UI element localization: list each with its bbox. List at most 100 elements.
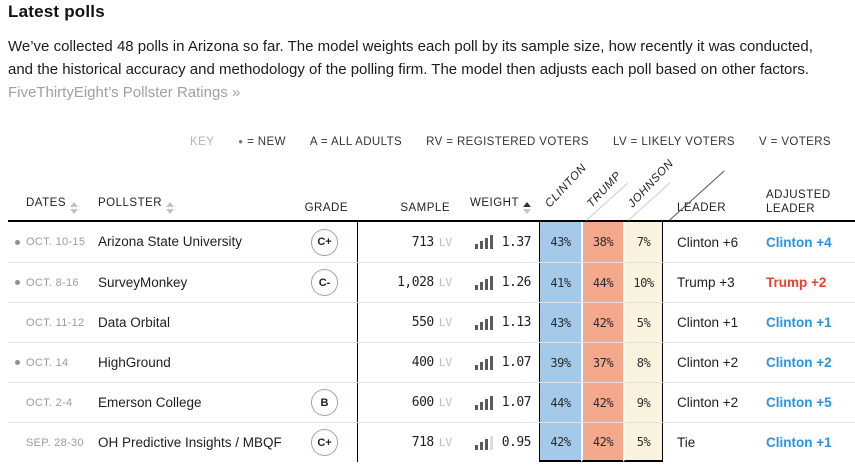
cell-weight: 0.95 <box>464 435 539 450</box>
cell-johnson-pct: 5% <box>623 423 663 462</box>
pollster-ratings-link[interactable]: FiveThirtyEight’s Pollster Ratings » <box>8 84 241 101</box>
weight-bars-icon <box>474 355 493 370</box>
new-dot-icon <box>14 280 20 285</box>
cell-sample: 400 LV <box>411 355 452 370</box>
cell-trump-pct: 42% <box>581 303 623 342</box>
cell-weight: 1.26 <box>464 275 539 290</box>
table-row: OCT. 10-15 Arizona State University C+ 7… <box>8 222 855 262</box>
cell-grade <box>292 343 358 382</box>
key-label: KEY <box>190 136 215 148</box>
weight-bars-icon <box>474 435 493 450</box>
grade-badge: C- <box>311 269 338 296</box>
cell-weight: 1.07 <box>464 355 539 370</box>
key-item: LV = LIKELY VOTERS <box>613 136 735 148</box>
cell-trump-pct: 42% <box>581 423 623 462</box>
cell-weight: 1.07 <box>464 395 539 410</box>
cell-sample: 713 LV <box>411 234 452 250</box>
cell-leader: Clinton +6 <box>677 234 739 250</box>
column-header-sample: SAMPLE <box>400 202 450 214</box>
new-poll-indicator <box>8 239 26 245</box>
table-row: OCT. 8-16 SurveyMonkey C- 1,028 LV 1.26 4… <box>8 262 855 302</box>
cell-sample: 600 LV <box>411 395 452 410</box>
cell-johnson-pct: 9% <box>623 383 663 422</box>
table-row: OCT. 14 HighGround 400 LV 1.07 39% 37% 8%… <box>8 342 855 382</box>
cell-sample: 1,028 LV <box>397 275 452 290</box>
weight-bars-icon <box>474 235 493 249</box>
cell-pollster: Emerson College <box>98 394 202 410</box>
new-dot-icon <box>14 360 20 365</box>
sort-icon-active <box>523 202 531 214</box>
cell-adjusted-leader: Trump +2 <box>766 275 827 290</box>
table-header: DATES POLLSTER GRADE SAMPLE WEIGHT LEADE… <box>8 158 855 222</box>
cell-pollster: SurveyMonkey <box>98 274 188 290</box>
cell-leader: Clinton +2 <box>677 355 739 370</box>
grade-badge: C+ <box>311 228 338 256</box>
new-poll-indicator <box>8 320 26 325</box>
cell-grade: C- <box>292 263 358 302</box>
cell-clinton-pct: 44% <box>539 383 581 422</box>
grade-badge: C+ <box>311 429 338 456</box>
weight-bars-icon <box>474 315 493 330</box>
sort-icon <box>70 202 78 214</box>
cell-clinton-pct: 43% <box>539 222 581 262</box>
column-header-leader: LEADER <box>677 202 727 214</box>
cell-pollster: OH Predictive Insights / MBQF <box>98 434 282 450</box>
cell-pollster: Data Orbital <box>98 314 171 330</box>
page-title: Latest polls <box>8 2 105 21</box>
cell-grade <box>292 303 358 342</box>
new-poll-indicator <box>8 280 26 285</box>
cell-dates: SEP. 28-30 <box>26 436 84 449</box>
intro-text: We’ve collected 48 polls in Arizona so f… <box>8 38 813 78</box>
cell-adjusted-leader: Clinton +4 <box>766 234 832 250</box>
cell-dates: OCT. 8-16 <box>26 276 79 289</box>
cell-dates: OCT. 10-15 <box>26 236 86 248</box>
cell-adjusted-leader: Clinton +1 <box>766 315 832 330</box>
column-header-weight[interactable]: WEIGHT <box>464 197 539 220</box>
key-item: A = ALL ADULTS <box>309 136 403 148</box>
key-item: ● = NEW <box>238 136 286 148</box>
cell-adjusted-leader: Clinton +5 <box>766 395 832 410</box>
cell-adjusted-leader: Clinton +1 <box>766 435 832 450</box>
cell-dates: OCT. 14 <box>26 356 69 369</box>
cell-sample: 718 LV <box>411 435 452 450</box>
cell-dates: OCT. 2-4 <box>26 396 73 409</box>
cell-grade: B <box>292 383 358 422</box>
legend-key: KEY ● = NEW A = ALL ADULTS RV = REGISTERED… <box>8 136 855 148</box>
table-row: SEP. 28-30 OH Predictive Insights / MBQF… <box>8 422 855 462</box>
candidate-header-clinton: CLINTON <box>543 161 590 210</box>
new-poll-indicator <box>8 400 26 405</box>
cell-pollster: Arizona State University <box>98 234 243 249</box>
new-poll-indicator <box>8 440 26 445</box>
cell-grade: C+ <box>292 222 358 262</box>
cell-pollster: HighGround <box>98 354 171 370</box>
cell-leader: Clinton +1 <box>677 315 739 330</box>
cell-trump-pct: 38% <box>581 222 623 262</box>
cell-sample: 550 LV <box>411 315 452 330</box>
poll-rows: OCT. 10-15 Arizona State University C+ 7… <box>8 222 855 462</box>
cell-grade: C+ <box>292 423 358 462</box>
cell-clinton-pct: 41% <box>539 263 581 302</box>
key-item: V = VOTERS <box>758 136 831 148</box>
new-dot-icon <box>14 239 20 245</box>
cell-leader: Trump +3 <box>677 275 735 290</box>
cell-weight: 1.13 <box>464 315 539 330</box>
weight-bars-icon <box>474 275 493 290</box>
cell-adjusted-leader: Clinton +2 <box>766 355 832 370</box>
cell-trump-pct: 42% <box>581 383 623 422</box>
cell-clinton-pct: 43% <box>539 303 581 342</box>
column-header-pollster[interactable]: POLLSTER <box>98 197 292 220</box>
cell-johnson-pct: 10% <box>623 263 663 302</box>
key-item: RV = REGISTERED VOTERS <box>426 136 589 148</box>
header-dot-spacer <box>8 214 26 220</box>
sort-icon <box>166 202 175 214</box>
new-poll-indicator <box>8 360 26 365</box>
column-header-dates[interactable]: DATES <box>26 197 98 220</box>
cell-trump-pct: 37% <box>581 343 623 382</box>
grade-badge: B <box>311 389 338 416</box>
table-row: OCT. 2-4 Emerson College B 600 LV 1.07 44… <box>8 382 855 422</box>
cell-leader: Tie <box>677 435 696 450</box>
cell-weight: 1.37 <box>464 235 539 250</box>
cell-trump-pct: 44% <box>581 263 623 302</box>
table-row: OCT. 11-12 Data Orbital 550 LV 1.13 43% 4… <box>8 302 855 342</box>
